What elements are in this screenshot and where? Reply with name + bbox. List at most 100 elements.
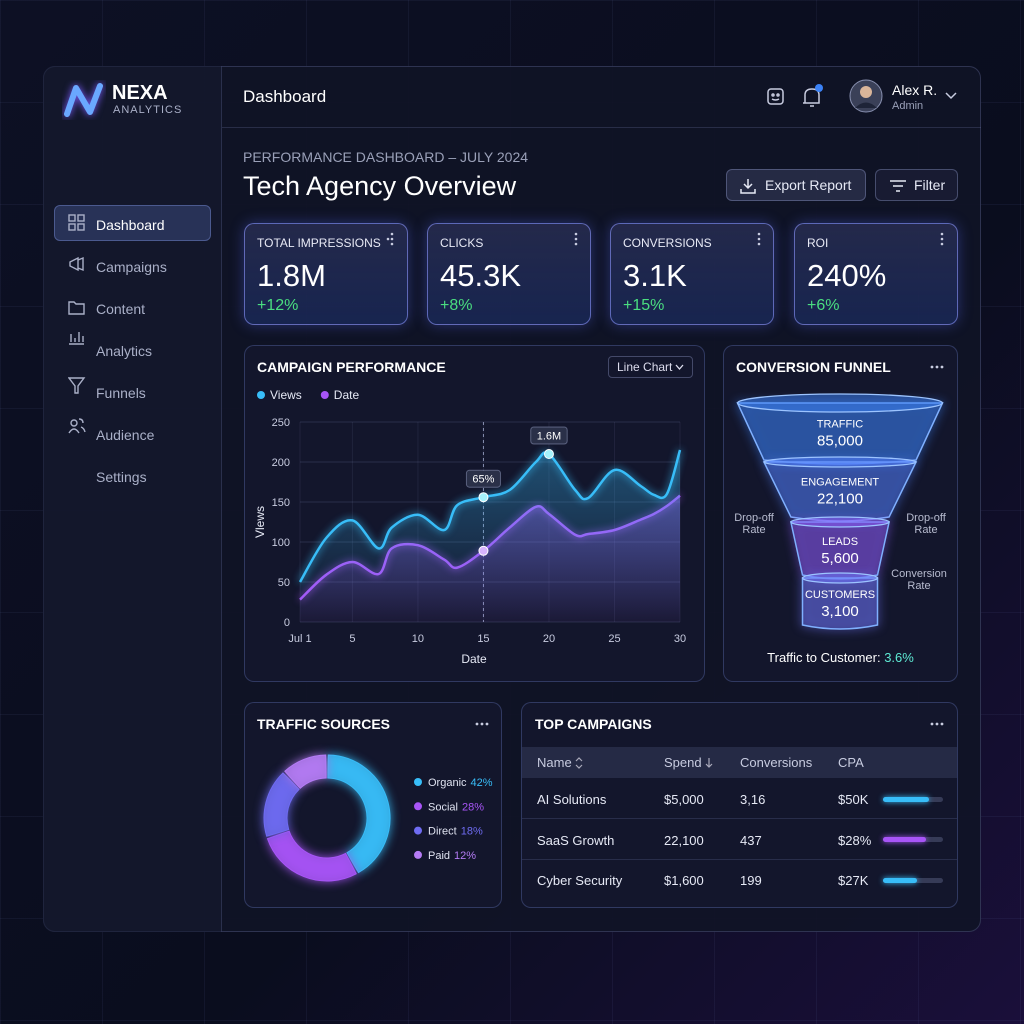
table-card	[521, 702, 958, 908]
annotation: 1.6M	[537, 431, 561, 443]
legend-value: 12%	[454, 850, 476, 862]
nav-item[interactable]: Audience	[96, 427, 155, 443]
donut-slice	[263, 772, 300, 837]
legend-label: Social	[428, 801, 458, 813]
nav-item[interactable]: Analytics	[96, 343, 153, 359]
header-title: Dashboard	[243, 87, 327, 106]
table-cell: $28%	[838, 832, 872, 848]
stage-label: ENGAGEMENT	[801, 477, 880, 489]
legend-entry: Social 28%	[428, 801, 484, 813]
legend-label: Views	[270, 388, 302, 402]
kpi-change: +15%	[623, 297, 665, 314]
export-button[interactable]: Export Report	[726, 169, 866, 201]
legend-label: Organic	[428, 777, 467, 789]
summary-value: 3.6%	[884, 650, 914, 665]
legend-value: 28%	[462, 801, 484, 813]
stage-value: 22,100	[817, 491, 863, 508]
series-line	[298, 449, 682, 583]
legend-label: Paid	[428, 850, 450, 862]
line-chart: 0 50 100 150 200 250 Jul 1 5 10 15 20 25 30 Date Vlews…	[253, 388, 686, 666]
kpi-value: 240%	[807, 258, 887, 293]
brand-name: NEXA	[112, 82, 168, 104]
cpa-bar	[883, 837, 943, 842]
nav-icons	[68, 214, 86, 434]
funnel-stage-top	[790, 516, 890, 528]
column-header[interactable]: Spend	[664, 755, 702, 770]
nav-item[interactable]: Campaigns	[96, 259, 167, 275]
row-divider	[522, 818, 957, 819]
kpi-card: ROI 240% +6%	[794, 223, 958, 325]
y-tick-label: 150	[272, 497, 290, 509]
kpi-change: +12%	[257, 297, 299, 314]
legend-label: Date	[334, 388, 360, 402]
nav-active[interactable]	[54, 205, 211, 241]
y-tick-label: 0	[284, 617, 290, 629]
legend-swatch	[414, 802, 422, 811]
donut-slice	[327, 754, 391, 874]
download-icon	[740, 179, 756, 194]
cpa-bar	[883, 878, 943, 883]
user-role: Admin	[892, 100, 924, 112]
legend-swatch	[257, 391, 265, 399]
nav-item[interactable]: Settings	[96, 469, 147, 485]
user-menu-chevron[interactable]	[945, 91, 957, 101]
column-header[interactable]: Name	[537, 755, 572, 770]
filter-button[interactable]: Filter	[875, 169, 958, 201]
funnel-stage-top	[763, 456, 917, 468]
sidebar	[43, 66, 222, 932]
legend-entry: Direct 18%	[428, 826, 483, 838]
row-divider	[522, 859, 957, 860]
legend-label: Direct	[428, 826, 457, 838]
header-icons[interactable]	[765, 84, 825, 110]
kpi-card: CONVERSIONS 3.1K +15%	[610, 223, 774, 325]
column-header[interactable]: CPA	[838, 755, 864, 770]
brand-tagline: ANALYTICS	[113, 104, 183, 116]
column-header[interactable]: Conversions	[740, 755, 813, 770]
donut-slice	[284, 754, 327, 790]
stage-value: 5,600	[821, 550, 859, 567]
stage-label: TRAFFIC	[817, 419, 863, 431]
table-cell: $1,600	[664, 873, 704, 888]
legend-entry: Paid 12%	[428, 850, 476, 862]
legend-value: 42%	[471, 777, 493, 789]
header-divider	[222, 127, 981, 128]
legend-swatch	[414, 778, 422, 786]
legend-swatch	[414, 850, 422, 859]
series-area	[300, 450, 680, 622]
kpi-value: 1.8M	[257, 258, 326, 293]
nav-item[interactable]: Content	[96, 301, 146, 317]
table-cell: $50K	[838, 792, 869, 807]
table-cell: $5,000	[664, 792, 704, 807]
chart-type-dropdown[interactable]: Line Chart	[608, 356, 693, 378]
user-name: Alex R.	[892, 82, 938, 98]
button-label: Filter	[914, 177, 946, 193]
sort-icon	[575, 757, 583, 769]
legend-swatch	[414, 826, 422, 835]
nav-item[interactable]: Funnels	[96, 385, 146, 401]
annotation-box	[530, 426, 568, 445]
x-tick-label: Jul 1	[288, 633, 311, 645]
kpi-label: CONVERSIONS	[623, 236, 712, 250]
nav-item[interactable]: Dashboard	[96, 217, 165, 233]
table-cell: $27K	[838, 873, 869, 888]
funnel-annotation: Drop-off Rate	[734, 512, 774, 536]
table-cell: 3,16	[740, 792, 766, 807]
table-cell: 199	[740, 873, 762, 888]
x-tick-label: 5	[349, 633, 355, 645]
y-tick-label: 50	[278, 577, 290, 589]
funnel-stage	[801, 577, 879, 630]
kpi-card: CLICKS 45.3K +8%	[427, 223, 591, 325]
table-cell: 437	[740, 832, 762, 848]
point-marker	[478, 492, 489, 503]
legend-swatch	[320, 391, 329, 399]
funnel-stage-top	[736, 393, 944, 413]
legend-value: 18%	[461, 826, 483, 838]
legend-entry: Organic 42%	[428, 777, 493, 789]
table-cell: SaaS Growth	[537, 832, 615, 848]
dropdown-label: Line Chart	[617, 360, 673, 374]
table-cell: 22,100	[664, 832, 704, 848]
annotation: 65%	[472, 474, 494, 486]
avatar[interactable]	[849, 79, 883, 113]
kpi-label: TOTAL IMPRESSIONS	[257, 236, 381, 250]
x-tick-label: 30	[674, 633, 686, 645]
